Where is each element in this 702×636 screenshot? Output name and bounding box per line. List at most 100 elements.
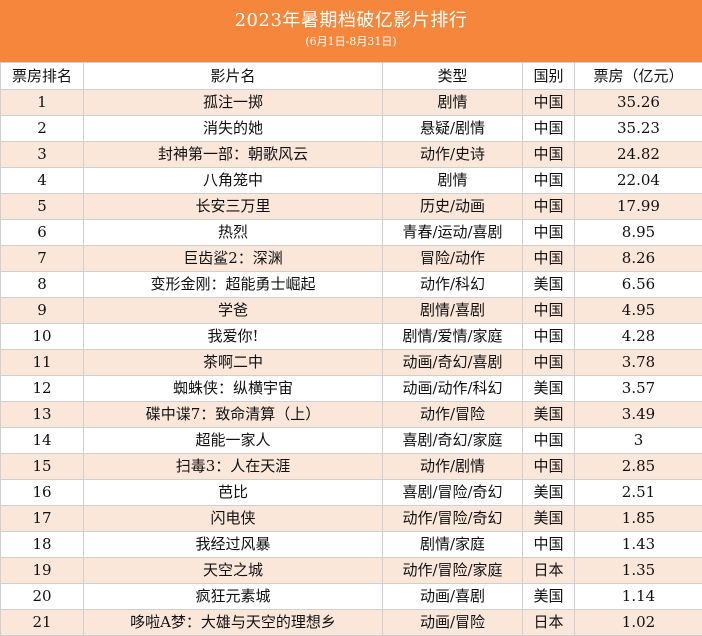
cell-title: 学爸 xyxy=(84,298,383,324)
cell-box-office: 3.57 xyxy=(575,376,702,402)
cell-rank: 3 xyxy=(1,142,84,168)
cell-country: 中国 xyxy=(523,168,575,194)
cell-genre: 青春/运动/喜剧 xyxy=(383,220,523,246)
cell-rank: 16 xyxy=(1,480,84,506)
cell-genre: 历史/动画 xyxy=(383,194,523,220)
cell-rank: 10 xyxy=(1,324,84,350)
cell-genre: 剧情/喜剧 xyxy=(383,298,523,324)
cell-title: 芭比 xyxy=(84,480,383,506)
cell-title: 扫毒3：人在天涯 xyxy=(84,454,383,480)
cell-country: 中国 xyxy=(523,454,575,480)
cell-genre: 动作/冒险/奇幻 xyxy=(383,506,523,532)
cell-title: 封神第一部：朝歌风云 xyxy=(84,142,383,168)
cell-title: 天空之城 xyxy=(84,558,383,584)
cell-box-office: 1.14 xyxy=(575,584,702,610)
cell-genre: 剧情 xyxy=(383,90,523,116)
cell-rank: 20 xyxy=(1,584,84,610)
cell-genre: 动作/史诗 xyxy=(383,142,523,168)
cell-rank: 15 xyxy=(1,454,84,480)
column-header-title: 影片名 xyxy=(84,63,383,90)
cell-rank: 1 xyxy=(1,90,84,116)
cell-rank: 5 xyxy=(1,194,84,220)
cell-genre: 动作/科幻 xyxy=(383,272,523,298)
cell-title: 消失的她 xyxy=(84,116,383,142)
cell-title: 超能一家人 xyxy=(84,428,383,454)
cell-rank: 13 xyxy=(1,402,84,428)
cell-box-office: 1.85 xyxy=(575,506,702,532)
title-banner: 2023年暑期档破亿影片排行 (6月1日-8月31日) xyxy=(0,0,702,62)
cell-box-office: 35.23 xyxy=(575,116,702,142)
cell-genre: 剧情/爱情/家庭 xyxy=(383,324,523,350)
cell-rank: 19 xyxy=(1,558,84,584)
cell-title: 八角笼中 xyxy=(84,168,383,194)
cell-rank: 9 xyxy=(1,298,84,324)
page-title: 2023年暑期档破亿影片排行 xyxy=(0,8,702,34)
cell-country: 美国 xyxy=(523,376,575,402)
cell-box-office: 1.02 xyxy=(575,610,702,636)
cell-box-office: 4.95 xyxy=(575,298,702,324)
cell-country: 中国 xyxy=(523,532,575,558)
cell-title: 变形金刚：超能勇士崛起 xyxy=(84,272,383,298)
cell-genre: 喜剧/奇幻/家庭 xyxy=(383,428,523,454)
cell-country: 中国 xyxy=(523,90,575,116)
cell-rank: 8 xyxy=(1,272,84,298)
cell-genre: 动画/奇幻/喜剧 xyxy=(383,350,523,376)
cell-title: 闪电侠 xyxy=(84,506,383,532)
cell-box-office: 1.43 xyxy=(575,532,702,558)
cell-title: 哆啦A梦：大雄与天空的理想乡 xyxy=(84,610,383,636)
cell-title: 孤注一掷 xyxy=(84,90,383,116)
cell-genre: 动画/冒险 xyxy=(383,610,523,636)
cell-genre: 动作/剧情 xyxy=(383,454,523,480)
cell-country: 中国 xyxy=(523,298,575,324)
cell-title: 碟中谍7：致命清算（上） xyxy=(84,402,383,428)
cell-country: 美国 xyxy=(523,506,575,532)
cell-rank: 11 xyxy=(1,350,84,376)
cell-box-office: 6.56 xyxy=(575,272,702,298)
cell-country: 日本 xyxy=(523,558,575,584)
cell-genre: 悬疑/剧情 xyxy=(383,116,523,142)
cell-rank: 12 xyxy=(1,376,84,402)
cell-box-office: 1.35 xyxy=(575,558,702,584)
cell-box-office: 24.82 xyxy=(575,142,702,168)
cell-box-office: 8.95 xyxy=(575,220,702,246)
cell-title: 我经过风暴 xyxy=(84,532,383,558)
column-header-genre: 类型 xyxy=(383,63,523,90)
cell-rank: 6 xyxy=(1,220,84,246)
cell-country: 中国 xyxy=(523,116,575,142)
cell-country: 中国 xyxy=(523,194,575,220)
cell-box-office: 2.85 xyxy=(575,454,702,480)
cell-country: 日本 xyxy=(523,610,575,636)
date-range-subtitle: (6月1日-8月31日) xyxy=(0,34,702,50)
cell-country: 中国 xyxy=(523,246,575,272)
cell-country: 美国 xyxy=(523,584,575,610)
cell-box-office: 35.26 xyxy=(575,90,702,116)
cell-box-office: 3.78 xyxy=(575,350,702,376)
cell-box-office: 17.99 xyxy=(575,194,702,220)
cell-country: 美国 xyxy=(523,272,575,298)
cell-box-office: 4.28 xyxy=(575,324,702,350)
cell-country: 中国 xyxy=(523,220,575,246)
cell-box-office: 3.49 xyxy=(575,402,702,428)
cell-box-office: 3 xyxy=(575,428,702,454)
cell-rank: 14 xyxy=(1,428,84,454)
cell-genre: 喜剧/冒险/奇幻 xyxy=(383,480,523,506)
cell-genre: 动画/动作/科幻 xyxy=(383,376,523,402)
cell-country: 中国 xyxy=(523,142,575,168)
